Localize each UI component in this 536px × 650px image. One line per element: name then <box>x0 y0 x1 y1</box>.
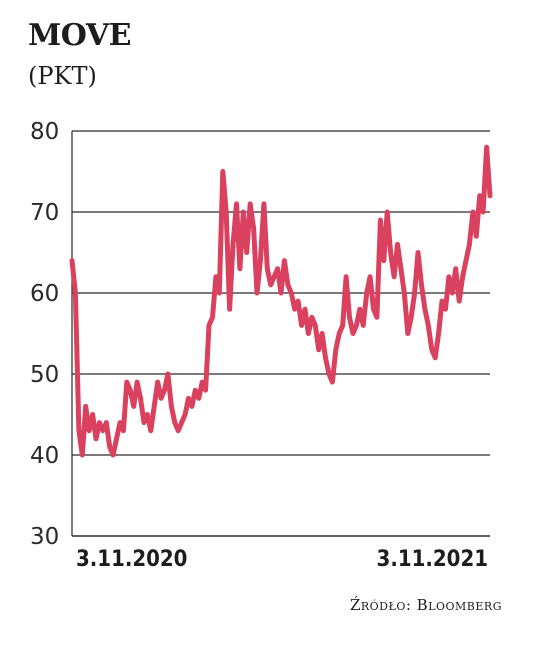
y-tick-label: 30 <box>30 524 59 550</box>
chart-title: MOVE <box>28 18 131 53</box>
chart-unit: (PKT) <box>28 62 97 90</box>
x-tick-labels: 3.11.2020 3.11.2021 <box>76 547 488 572</box>
y-tick-labels: 80 70 60 50 40 30 <box>30 119 59 550</box>
y-tick-label: 70 <box>30 200 59 226</box>
y-tick-label: 50 <box>30 362 59 388</box>
y-tick-label: 40 <box>30 443 59 469</box>
source-note: Źródło: Bloomberg <box>349 596 502 614</box>
x-tick-label: 3.11.2020 <box>76 547 187 572</box>
y-tick-label: 60 <box>30 281 59 307</box>
series-line <box>69 144 493 458</box>
series-line-path <box>69 144 493 458</box>
y-tick-label: 80 <box>30 119 59 145</box>
axes <box>71 131 490 537</box>
x-tick-label: 3.11.2021 <box>377 547 488 572</box>
